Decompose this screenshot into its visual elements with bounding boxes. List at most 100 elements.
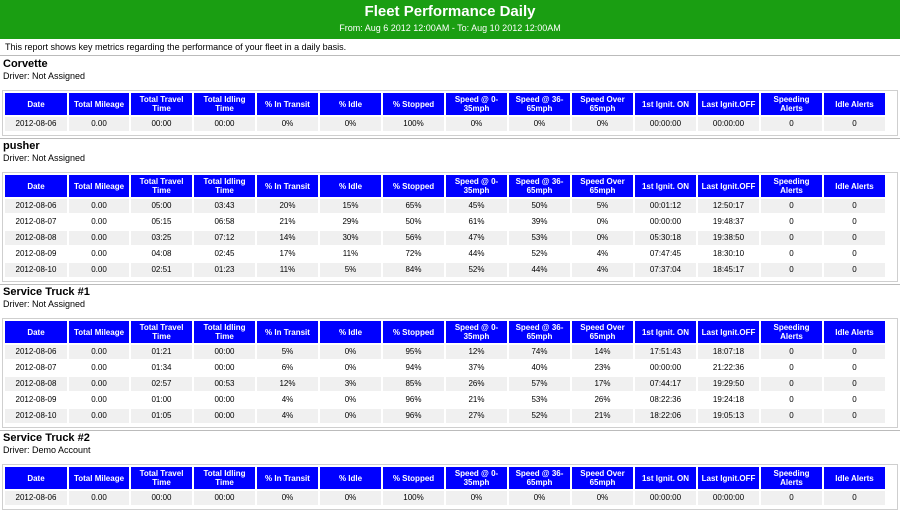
column-header: Speeding Alerts	[761, 467, 822, 489]
metrics-table: Date Total Mileage Total Travel Time Total …	[3, 173, 887, 279]
table-cell: 6%	[257, 361, 318, 375]
table-cell: 01:34	[131, 361, 192, 375]
table-cell: 37%	[446, 361, 507, 375]
table-cell: 61%	[446, 215, 507, 229]
table-cell: 07:12	[194, 231, 255, 245]
table-cell: 12%	[257, 377, 318, 391]
table-cell: 18:07:18	[698, 345, 759, 359]
table-cell: 19:24:18	[698, 393, 759, 407]
table-cell: 26%	[572, 393, 633, 407]
table-cell: 00:00	[194, 345, 255, 359]
column-header: 1st Ignit. ON	[635, 467, 696, 489]
table-cell: 0	[824, 393, 885, 407]
table-cell: 21%	[572, 409, 633, 423]
table-header-row: Date Total Mileage Total Travel Time Total …	[5, 175, 885, 197]
divider	[0, 284, 900, 285]
table-cell: 0	[761, 409, 822, 423]
table-cell: 0%	[257, 117, 318, 131]
column-header: Speeding Alerts	[761, 93, 822, 115]
driver-label: Driver: Not Assigned	[3, 71, 86, 81]
table-cell: 56%	[383, 231, 444, 245]
column-header: 1st Ignit. ON	[635, 93, 696, 115]
table-row: 2012-08-07 0.00 01:34 00:00 6% 0% 94% 37% 40% 23%…	[5, 361, 885, 375]
column-header: Idle Alerts	[824, 467, 885, 489]
table-cell: 85%	[383, 377, 444, 391]
table-cell: 100%	[383, 117, 444, 131]
table-row: 2012-08-08 0.00 02:57 00:53 12% 3% 85% 26% 57% 17…	[5, 377, 885, 391]
table-cell: 5%	[572, 199, 633, 213]
table-cell: 44%	[509, 263, 570, 277]
table-cell: 0.00	[69, 491, 129, 505]
table-cell: 2012-08-10	[5, 263, 67, 277]
table-cell: 00:00	[194, 393, 255, 407]
table-cell: 19:29:50	[698, 377, 759, 391]
table-cell: 2012-08-09	[5, 393, 67, 407]
table-cell: 2012-08-08	[5, 231, 67, 245]
table-cell: 27%	[446, 409, 507, 423]
column-header: Speeding Alerts	[761, 175, 822, 197]
column-header: Total Travel Time	[131, 93, 192, 115]
table-cell: 2012-08-07	[5, 215, 67, 229]
table-cell: 96%	[383, 393, 444, 407]
report-title: Fleet Performance Daily	[364, 3, 536, 20]
table-row: 2012-08-06 0.00 01:21 00:00 5% 0% 95% 12% 74% 14%…	[5, 345, 885, 359]
vehicle-name: Service Truck #2	[3, 432, 90, 444]
column-header: Idle Alerts	[824, 321, 885, 343]
table-cell: 0	[761, 199, 822, 213]
table-cell: 0	[761, 361, 822, 375]
table-cell: 0%	[572, 491, 633, 505]
column-header: Total Idling Time	[194, 175, 255, 197]
table-cell: 94%	[383, 361, 444, 375]
column-header: Total Travel Time	[131, 321, 192, 343]
table-cell: 05:00	[131, 199, 192, 213]
table-cell: 4%	[572, 247, 633, 261]
table-cell: 07:37:04	[635, 263, 696, 277]
table-cell: 11%	[257, 263, 318, 277]
table-frame	[2, 172, 898, 282]
column-header: % In Transit	[257, 93, 318, 115]
table-cell: 0.00	[69, 361, 129, 375]
column-header: Total Mileage	[69, 467, 129, 489]
table-cell: 0%	[509, 491, 570, 505]
table-cell: 2012-08-09	[5, 247, 67, 261]
table-cell: 0.00	[69, 263, 129, 277]
table-cell: 26%	[446, 377, 507, 391]
table-cell: 0%	[320, 393, 381, 407]
table-cell: 05:30:18	[635, 231, 696, 245]
column-header: Speed @ 36-65mph	[509, 467, 570, 489]
table-cell: 02:51	[131, 263, 192, 277]
table-cell: 00:00	[194, 491, 255, 505]
table-cell: 02:45	[194, 247, 255, 261]
metrics-table: Date Total Mileage Total Travel Time Total …	[3, 91, 887, 133]
table-cell: 0	[761, 215, 822, 229]
column-header: Total Idling Time	[194, 93, 255, 115]
column-header: Speed @ 0-35mph	[446, 321, 507, 343]
column-header: % Stopped	[383, 321, 444, 343]
table-cell: 18:22:06	[635, 409, 696, 423]
column-header: Last Ignit.OFF	[698, 321, 759, 343]
table-cell: 12:50:17	[698, 199, 759, 213]
driver-label: Driver: Not Assigned	[3, 153, 86, 163]
table-cell: 47%	[446, 231, 507, 245]
table-cell: 0	[824, 247, 885, 261]
column-header: Speed @ 36-65mph	[509, 175, 570, 197]
table-cell: 74%	[509, 345, 570, 359]
table-cell: 57%	[509, 377, 570, 391]
table-cell: 2012-08-06	[5, 117, 67, 131]
column-header: Speed Over 65mph	[572, 467, 633, 489]
table-cell: 00:00	[131, 117, 192, 131]
table-cell: 0%	[446, 117, 507, 131]
table-cell: 53%	[509, 393, 570, 407]
table-cell: 2012-08-06	[5, 345, 67, 359]
table-cell: 0	[761, 263, 822, 277]
report-description: This report shows key metrics regarding …	[5, 42, 347, 52]
table-cell: 03:25	[131, 231, 192, 245]
table-cell: 17%	[257, 247, 318, 261]
table-cell: 0.00	[69, 199, 129, 213]
table-cell: 72%	[383, 247, 444, 261]
column-header: Date	[5, 321, 67, 343]
column-header: Speed @ 36-65mph	[509, 321, 570, 343]
table-cell: 23%	[572, 361, 633, 375]
table-cell: 00:00:00	[698, 491, 759, 505]
table-cell: 0%	[572, 117, 633, 131]
